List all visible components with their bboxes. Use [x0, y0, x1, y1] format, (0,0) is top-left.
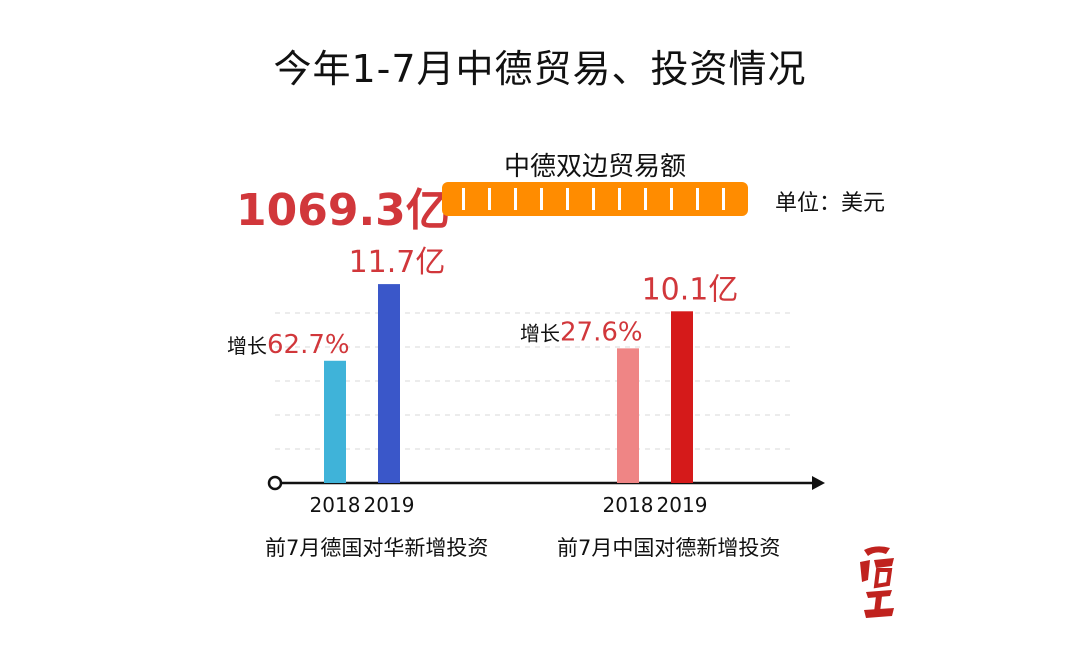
- axis-arrow: [812, 476, 825, 490]
- trade-bar-divider: [670, 188, 673, 210]
- tick-label-2018: 2018: [603, 493, 654, 517]
- growth-value: 62.7%: [267, 330, 350, 360]
- tick-label-2019: 2019: [364, 493, 415, 517]
- trade-bar-divider: [722, 188, 725, 210]
- trade-bar-divider: [618, 188, 621, 210]
- trade-bar-divider: [696, 188, 699, 210]
- unit-label: 单位：美元: [775, 191, 886, 216]
- seal-stamp-icon: [860, 546, 894, 618]
- data-label-germany-2019: 11.7亿: [349, 245, 446, 280]
- trade-bar-divider: [488, 188, 491, 210]
- axis-origin: [267, 475, 283, 491]
- growth-annotation-china: 增长27.6%: [520, 317, 643, 347]
- trade-bar-divider: [566, 188, 569, 210]
- tick-label-2019: 2019: [657, 493, 708, 517]
- trade-bar-divider: [462, 188, 465, 210]
- trade-bar-divider: [540, 188, 543, 210]
- trade-bar: [442, 182, 748, 216]
- bar-china-2018: [617, 348, 639, 483]
- growth-prefix: 增长: [227, 334, 267, 358]
- trade-bar-divider: [514, 188, 517, 210]
- growth-value: 27.6%: [560, 317, 643, 347]
- trade-bar-divider: [644, 188, 647, 210]
- chart-title: 今年1-7月中德贸易、投资情况: [273, 47, 807, 91]
- trade-bar-divider: [592, 188, 595, 210]
- group-label-china: 前7月中国对德新增投资: [557, 536, 781, 560]
- data-label-china-2019: 10.1亿: [642, 272, 739, 307]
- growth-prefix: 增长: [520, 321, 560, 345]
- group-label-germany: 前7月德国对华新增投资: [265, 536, 489, 560]
- trade-label: 中德双边贸易额: [503, 152, 686, 182]
- growth-annotation-germany: 增长62.7%: [227, 330, 350, 360]
- bar-germany-2018: [324, 360, 346, 483]
- trade-value: 1069.3亿: [236, 185, 450, 236]
- bar-germany-2019: [378, 284, 400, 483]
- bar-china-2019: [671, 311, 693, 483]
- tick-label-2018: 2018: [310, 493, 361, 517]
